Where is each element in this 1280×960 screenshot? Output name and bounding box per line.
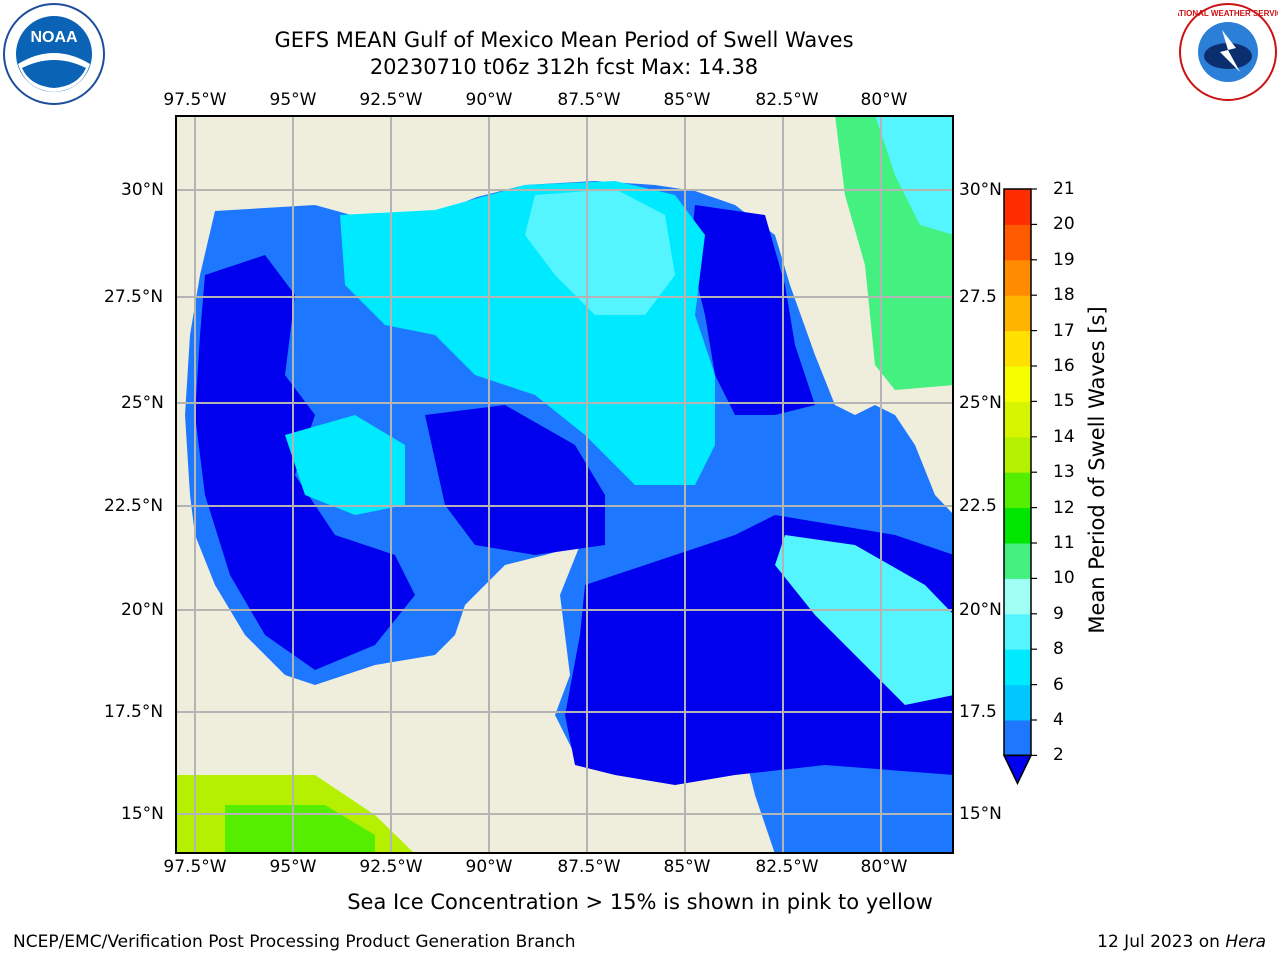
lon-label-top: 97.5°W: [163, 90, 227, 110]
swell-period-map: [175, 115, 954, 854]
map-gridlines: [175, 115, 954, 854]
colorbar-tick-label: 15: [1053, 391, 1075, 412]
colorbar-segment: [1004, 401, 1031, 438]
lat-label-right: 17.5: [959, 702, 997, 722]
colorbar-segment: [1004, 224, 1031, 261]
high-period-caribbean: [775, 535, 954, 705]
atlantic-top-period: [875, 115, 954, 235]
lat-label-right: 15°N: [959, 804, 1002, 824]
lon-label-top: 80°W: [860, 90, 908, 110]
lon-label-top: 82.5°W: [755, 90, 819, 110]
low-period-central: [425, 405, 605, 555]
colorbar-segment: [1004, 189, 1031, 225]
colorbar-segment: [1004, 507, 1031, 544]
lat-label-right: 25°N: [959, 393, 1002, 413]
lat-label-left: 30°N: [121, 180, 164, 200]
colorbar-segment: [1004, 613, 1031, 650]
sea-ice-note: Sea Ice Concentration > 15% is shown in …: [347, 890, 933, 914]
colorbar-tick-label: 16: [1053, 356, 1075, 376]
lon-label-top: 95°W: [269, 90, 317, 110]
lat-label-left: 20°N: [121, 600, 164, 620]
colorbar-tick-label: 18: [1053, 285, 1075, 306]
run-date-host: Hera: [1225, 932, 1266, 952]
colorbar-tick-label: 12: [1053, 497, 1075, 518]
colorbar-tick-label: 11: [1053, 533, 1075, 553]
colorbar-tick-label: 9: [1053, 603, 1064, 624]
lon-label-bottom: 95°W: [269, 857, 317, 877]
lat-label-left: 15°N: [121, 804, 164, 824]
colorbar-tick-label: 14: [1053, 426, 1075, 447]
lon-label-top: 87.5°W: [557, 90, 621, 110]
lat-label-right: 22.5: [959, 496, 997, 516]
colorbar-segment: [1004, 330, 1031, 367]
colorbar-tick-label: 6: [1053, 674, 1064, 695]
lon-label-bottom: 92.5°W: [359, 857, 423, 877]
lon-label-top: 92.5°W: [359, 90, 423, 110]
colorbar-segment: [1004, 259, 1031, 296]
lon-label-top: 85°W: [663, 90, 711, 110]
lat-label-right: 27.5: [959, 287, 997, 307]
colorbar-segment: [1004, 543, 1031, 579]
pacific-green-patch: [225, 805, 375, 854]
lon-label-bottom: 97.5°W: [163, 857, 227, 877]
low-period-west: [195, 255, 415, 670]
colorbar-segment: [1004, 366, 1031, 402]
colorbar-tick-label: 21: [1053, 179, 1075, 199]
lat-label-left: 22.5°N: [104, 496, 164, 516]
lat-label-left: 25°N: [121, 393, 164, 413]
high-period-west: [285, 415, 405, 515]
chart-title: GEFS MEAN Gulf of Mexico Mean Period of …: [274, 28, 854, 52]
lat-label-left: 27.5°N: [104, 287, 164, 307]
colorbar-tick-label: 17: [1053, 320, 1075, 341]
colorbar-segment: [1004, 720, 1031, 756]
lon-label-bottom: 85°W: [663, 857, 711, 877]
colorbar-segment: [1004, 436, 1031, 473]
colorbar-tick-label: 13: [1053, 462, 1075, 483]
colorbar-tick-label: 2: [1053, 745, 1064, 766]
lat-label-right: 20°N: [959, 600, 1002, 620]
colorbar-tick-label: 8: [1053, 639, 1064, 660]
colorbar-extend-arrow: [1002, 754, 1033, 785]
colorbar-segment: [1004, 684, 1031, 721]
colorbar-segment: [1004, 649, 1031, 686]
colorbar-tick-label: 4: [1053, 710, 1064, 730]
noaa-logo-text: NOAA: [30, 29, 78, 46]
lon-label-bottom: 90°W: [465, 857, 513, 877]
colorbar-segment: [1004, 472, 1031, 509]
lon-label-bottom: 80°W: [860, 857, 908, 877]
colorbar-segment: [1004, 295, 1031, 332]
credit-text: NCEP/EMC/Verification Post Processing Pr…: [13, 932, 576, 952]
nws-logo: NATIONAL WEATHER SERVICE: [1178, 3, 1278, 101]
colorbar-title: Mean Period of Swell Waves [s]: [1085, 306, 1109, 634]
lat-label-right: 30°N: [959, 180, 1002, 200]
colorbar-segment: [1004, 578, 1031, 615]
colorbar-tick-label: 20: [1053, 214, 1075, 235]
nws-logo-text: NATIONAL WEATHER SERVICE: [1178, 9, 1278, 18]
lat-label-left: 17.5°N: [104, 702, 164, 722]
chart-subtitle: 20230710 t06z 312h fcst Max: 14.38: [369, 55, 759, 79]
run-date-prefix: 12 Jul 2023 on: [1097, 932, 1226, 952]
colorbar-tick-label: 10: [1053, 568, 1075, 589]
colorbar: [1002, 188, 1037, 785]
noaa-logo: NOAA: [3, 3, 105, 105]
top-period-north: [525, 189, 675, 315]
lon-label-bottom: 87.5°W: [557, 857, 621, 877]
run-date: 12 Jul 2023 on Hera: [1097, 932, 1266, 952]
lon-label-top: 90°W: [465, 90, 513, 110]
lon-label-bottom: 82.5°W: [755, 857, 819, 877]
colorbar-tick-label: 19: [1053, 249, 1075, 270]
